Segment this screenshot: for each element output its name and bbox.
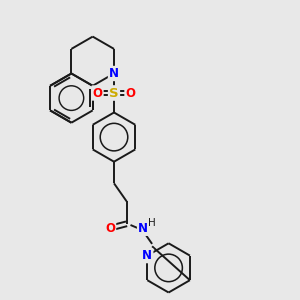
Text: H: H xyxy=(148,218,156,228)
Text: O: O xyxy=(105,222,115,235)
Text: O: O xyxy=(105,222,115,235)
Text: N: N xyxy=(142,249,152,262)
Text: S: S xyxy=(109,86,119,100)
Text: N: N xyxy=(138,222,148,235)
Text: O: O xyxy=(92,86,103,100)
Text: O: O xyxy=(125,86,136,100)
Text: N: N xyxy=(109,67,119,80)
Text: O: O xyxy=(125,86,136,100)
Text: S: S xyxy=(109,86,119,100)
Text: N: N xyxy=(142,249,152,262)
Text: N: N xyxy=(138,222,148,235)
Text: N: N xyxy=(109,67,119,80)
Text: O: O xyxy=(92,86,103,100)
